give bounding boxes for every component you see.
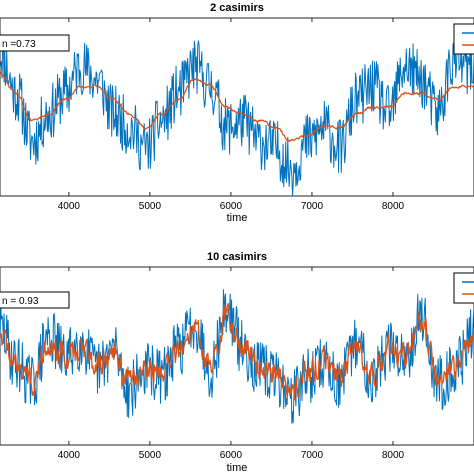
panel-top: 2 casimirs n =0.73 4000 5000 6000 7000 8000 … <box>0 2 474 224</box>
panel-top-xtick-label: 4000 <box>58 201 81 212</box>
panel-top-xaxis: 4000 5000 6000 7000 8000 <box>58 18 405 212</box>
panel-bottom: 10 casimirs n = 0.93 4000 5000 6000 7000 800… <box>0 251 474 474</box>
panel-top-series-2-line <box>0 71 474 142</box>
panel-top-annotation-box <box>0 34 70 52</box>
panel-bottom-xtick-label: 8000 <box>382 450 405 461</box>
panel-top-xtick-label: 6000 <box>220 201 243 212</box>
panel-bottom-xtick-label: 6000 <box>220 450 243 461</box>
panel-top-series-1-line <box>0 32 474 196</box>
panel-top-axes <box>0 17 474 197</box>
panel-bottom-legend-box <box>453 272 474 304</box>
panel-top-title: 2 casimirs <box>210 2 264 14</box>
panel-top-xtick-label: 7000 <box>301 201 324 212</box>
panel-bottom-title: 10 casimirs <box>207 251 267 263</box>
panel-bottom-legend <box>453 272 474 304</box>
panel-bottom-xlabel: time <box>227 462 248 474</box>
panel-bottom-series <box>0 289 474 424</box>
panel-top-xtick-label: 8000 <box>382 201 405 212</box>
panel-bottom-series-2-line <box>0 302 474 401</box>
panel-bottom-annotation: n = 0.93 <box>2 296 39 307</box>
panel-top-xlabel: time <box>227 212 248 224</box>
panel-bottom-annotation-box <box>0 291 70 309</box>
panel-bottom-xtick-label: 5000 <box>139 450 162 461</box>
panel-top-annotation: n =0.73 <box>2 39 36 50</box>
panel-bottom-xtick-label: 7000 <box>301 450 324 461</box>
panel-top-series <box>0 32 474 196</box>
panel-top-legend <box>453 23 474 55</box>
panel-bottom-xaxis: 4000 5000 6000 7000 8000 <box>58 267 405 461</box>
panel-top-xtick-label: 5000 <box>139 201 162 212</box>
panel-top-legend-box <box>453 23 474 55</box>
panel-bottom-xtick-label: 4000 <box>58 450 81 461</box>
